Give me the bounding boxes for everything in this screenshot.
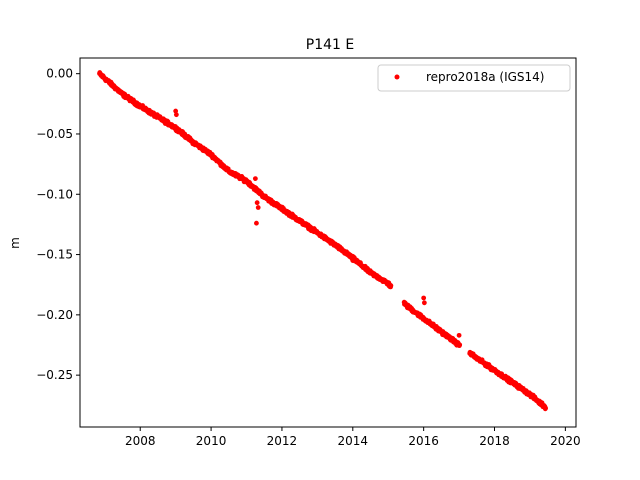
data-point [543, 405, 548, 411]
data-points [97, 70, 548, 412]
x-tick-label: 2010 [196, 434, 227, 448]
legend-box [377, 64, 571, 92]
data-point-outlier [173, 112, 179, 118]
plot-frame [79, 57, 577, 428]
data-point [388, 283, 394, 288]
y-tick-label: −0.10 [36, 187, 73, 201]
chart-title: P141 E [306, 37, 354, 53]
y-tick-label: −0.05 [36, 127, 73, 141]
x-tick-label: 2020 [550, 434, 581, 448]
x-tick-label: 2018 [479, 434, 510, 448]
data-point [457, 342, 463, 348]
x-tick-label: 2016 [408, 434, 439, 448]
legend-marker [394, 74, 400, 80]
x-axis: 2008 2010 2012 2014 2016 2018 2020 [125, 427, 581, 448]
data-point-outlier [350, 258, 356, 263]
y-axis-label: m [8, 237, 22, 249]
data-point-outlier [255, 205, 261, 210]
data-point-outlier [456, 332, 462, 338]
data-point-outlier [421, 295, 427, 301]
data-point-outlier [252, 176, 258, 181]
y-tick-label: −0.15 [36, 248, 73, 262]
y-tick-label: 0.00 [46, 67, 73, 81]
x-tick-label: 2012 [267, 434, 298, 448]
data-point-outlier [433, 326, 439, 332]
legend-label: repro2018a (IGS14) [426, 70, 544, 84]
x-tick-label: 2008 [125, 434, 156, 448]
y-axis: 0.00 −0.05 −0.10 −0.15 −0.20 −0.25 [36, 67, 80, 382]
y-tick-label: −0.20 [36, 308, 73, 322]
data-point-outlier [254, 200, 260, 206]
legend: repro2018a (IGS14) [377, 64, 571, 92]
data-point-outlier [173, 108, 179, 114]
y-tick-label: −0.25 [36, 368, 73, 382]
x-tick-label: 2014 [338, 434, 369, 448]
data-point-outlier [421, 300, 427, 306]
data-point-outlier [254, 220, 259, 226]
